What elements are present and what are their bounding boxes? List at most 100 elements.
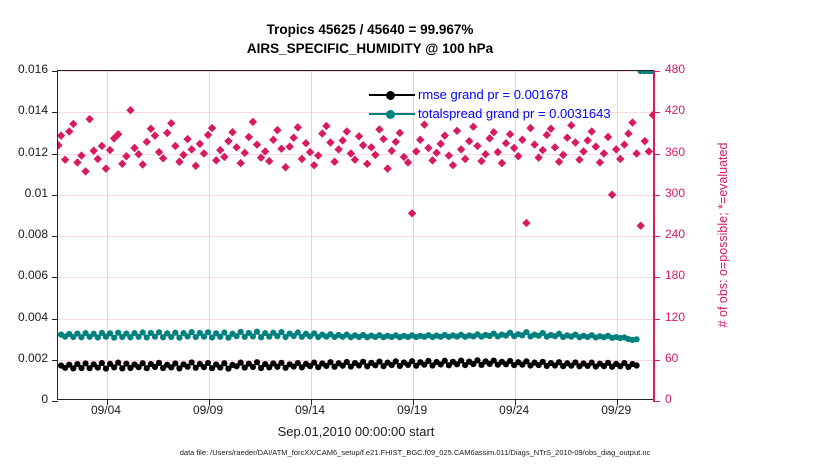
right-tick-label: 0 bbox=[665, 392, 672, 406]
series-marker bbox=[323, 362, 330, 370]
obs-marker bbox=[326, 138, 335, 147]
series-marker bbox=[94, 364, 101, 371]
obs-marker bbox=[228, 127, 237, 137]
obs-marker bbox=[89, 146, 98, 155]
obs-marker bbox=[199, 149, 209, 158]
obs-marker bbox=[305, 147, 315, 157]
left-tick-label: 0.014 bbox=[17, 103, 48, 118]
series-marker bbox=[94, 334, 101, 341]
obs-marker bbox=[530, 140, 539, 149]
obs-marker bbox=[346, 149, 356, 158]
tick-mark-right bbox=[654, 359, 660, 361]
obs-marker bbox=[122, 152, 131, 161]
series-marker bbox=[217, 364, 224, 371]
plot-area: rmse grand pr = 0.001678 totalspread gra… bbox=[52, 70, 660, 405]
x-tick-label: 09/19 bbox=[397, 403, 428, 417]
series-marker bbox=[213, 330, 220, 337]
tick-mark-left bbox=[52, 359, 58, 361]
gridline-horizontal bbox=[58, 318, 654, 320]
tick-mark-x bbox=[617, 399, 619, 405]
obs-marker bbox=[297, 154, 307, 164]
series-marker bbox=[168, 333, 175, 341]
obs-marker bbox=[636, 221, 645, 230]
obs-marker bbox=[154, 147, 164, 157]
series-totalspread bbox=[58, 71, 654, 344]
obs-marker bbox=[260, 147, 270, 156]
series-marker bbox=[274, 333, 281, 340]
obs-marker bbox=[395, 128, 405, 138]
series-marker bbox=[74, 330, 81, 337]
series-marker bbox=[66, 361, 73, 368]
series-marker bbox=[315, 364, 322, 371]
obs-marker bbox=[126, 105, 135, 115]
gridline-horizontal bbox=[58, 71, 654, 72]
obs-marker bbox=[644, 147, 654, 156]
x-tick-label: 09/14 bbox=[295, 403, 326, 417]
series-marker bbox=[106, 330, 114, 337]
obs-marker bbox=[448, 160, 458, 170]
obs-marker bbox=[416, 135, 425, 144]
right-tick-label: 120 bbox=[665, 309, 686, 324]
series-marker bbox=[135, 333, 142, 340]
legend-item-rmse[interactable]: rmse grand pr = 0.001678 bbox=[369, 85, 611, 104]
obs-marker bbox=[456, 145, 466, 154]
series-marker bbox=[225, 334, 232, 341]
legend-item-totalspread[interactable]: totalspread grand pr = 0.0031643 bbox=[369, 104, 611, 123]
obs-marker bbox=[118, 159, 127, 169]
series-marker bbox=[523, 329, 530, 336]
obs-marker bbox=[587, 127, 596, 136]
tick-mark-x bbox=[413, 399, 415, 405]
series-marker bbox=[192, 364, 199, 371]
series-marker bbox=[572, 359, 579, 366]
series-marker bbox=[221, 329, 228, 336]
series-marker bbox=[70, 333, 77, 341]
right-tick-label: 420 bbox=[665, 103, 686, 118]
obs-marker bbox=[603, 132, 613, 142]
series-marker bbox=[633, 362, 640, 369]
left-tick-label: 0.006 bbox=[17, 268, 48, 283]
obs-marker bbox=[338, 136, 347, 145]
tick-mark-left bbox=[52, 318, 58, 320]
obs-marker bbox=[58, 141, 63, 150]
series-marker bbox=[409, 358, 416, 365]
obs-marker bbox=[101, 164, 111, 173]
obs-marker bbox=[203, 130, 213, 140]
series-marker bbox=[506, 357, 514, 365]
obs-marker bbox=[550, 143, 560, 152]
obs-marker bbox=[632, 149, 641, 158]
obs-marker bbox=[465, 136, 474, 146]
series-marker bbox=[506, 329, 514, 336]
series-marker bbox=[204, 359, 212, 367]
obs-marker bbox=[358, 141, 368, 150]
tick-mark-left bbox=[52, 401, 58, 402]
obs-marker bbox=[175, 157, 184, 166]
series-marker bbox=[164, 330, 171, 337]
obs-marker bbox=[146, 124, 156, 133]
series-marker bbox=[172, 360, 179, 367]
series-marker bbox=[331, 363, 338, 370]
gridline-vertical bbox=[209, 71, 211, 399]
data-series-layer bbox=[58, 71, 654, 399]
series-marker bbox=[249, 333, 257, 340]
series-marker bbox=[421, 361, 428, 368]
series-marker bbox=[380, 363, 387, 370]
series-marker bbox=[306, 363, 314, 370]
series-marker bbox=[208, 365, 216, 372]
series-marker bbox=[143, 365, 150, 372]
series-marker bbox=[115, 359, 122, 366]
gridline-vertical bbox=[311, 71, 313, 399]
obs-marker bbox=[407, 209, 417, 218]
obs-marker bbox=[489, 127, 498, 137]
series-marker bbox=[184, 363, 191, 370]
series-marker bbox=[311, 359, 318, 366]
series-marker bbox=[123, 330, 130, 337]
obs-marker bbox=[477, 156, 486, 166]
gridline-horizontal bbox=[58, 236, 654, 237]
series-marker bbox=[102, 365, 110, 372]
obs-marker bbox=[60, 155, 70, 164]
series-marker bbox=[106, 360, 114, 367]
series-marker bbox=[70, 365, 77, 372]
obs-marker bbox=[58, 131, 66, 140]
series-marker bbox=[278, 359, 285, 366]
